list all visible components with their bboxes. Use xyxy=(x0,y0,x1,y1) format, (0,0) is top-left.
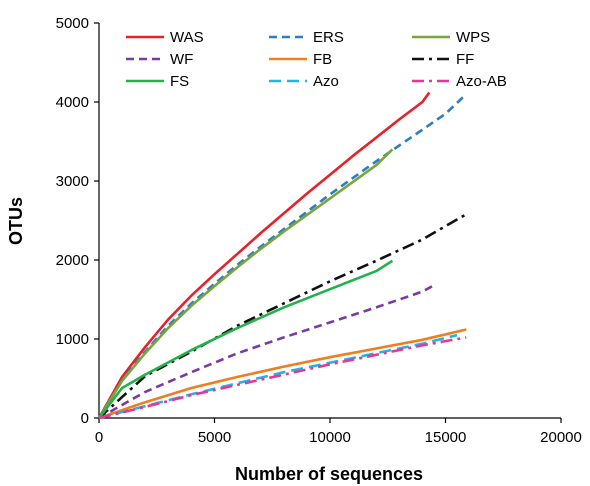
y-tick-label: 1000 xyxy=(56,331,89,348)
y-tick-label: 3000 xyxy=(56,173,89,190)
series-line-fs xyxy=(97,259,394,419)
x-tick-label: 15000 xyxy=(425,429,467,446)
y-tick-label: 4000 xyxy=(56,94,89,111)
y-tick-label: 0 xyxy=(81,410,89,427)
legend-label-was: WAS xyxy=(170,29,204,46)
series-line-wps xyxy=(97,148,394,419)
legend: WAS ERS WPS WF FB FF FS Azo Azo-AB xyxy=(126,29,507,90)
series-lines xyxy=(97,91,468,420)
series-line-wf xyxy=(98,284,435,420)
legend-label-azo: Azo xyxy=(313,73,339,90)
x-tick-label: 0 xyxy=(95,429,103,446)
legend-label-azo-ab: Azo-AB xyxy=(456,73,507,90)
y-tick-label: 5000 xyxy=(56,15,89,32)
legend-label-wps: WPS xyxy=(456,29,490,46)
series-line-azo-ab xyxy=(98,336,467,420)
x-tick-label: 20000 xyxy=(540,429,582,446)
legend-label-fs: FS xyxy=(170,73,189,90)
legend-label-ers: ERS xyxy=(313,29,344,46)
series-line-ers xyxy=(97,93,468,419)
x-axis-title: Number of sequences xyxy=(235,464,423,484)
series-line-was xyxy=(97,91,431,419)
series-line-fb xyxy=(98,328,467,420)
axes: 0 1000 2000 3000 4000 5000 0 5000 10000 15000 2000… xyxy=(56,15,582,446)
y-axis-title: OTUs xyxy=(6,197,26,245)
y-tick-label: 2000 xyxy=(56,252,89,269)
series-line-azo xyxy=(98,333,458,420)
legend-label-ff: FF xyxy=(456,51,474,68)
legend-label-fb: FB xyxy=(313,51,332,68)
series-line-ff xyxy=(98,213,467,419)
x-tick-label: 5000 xyxy=(198,429,231,446)
x-tick-label: 10000 xyxy=(309,429,351,446)
legend-label-wf: WF xyxy=(170,51,193,68)
